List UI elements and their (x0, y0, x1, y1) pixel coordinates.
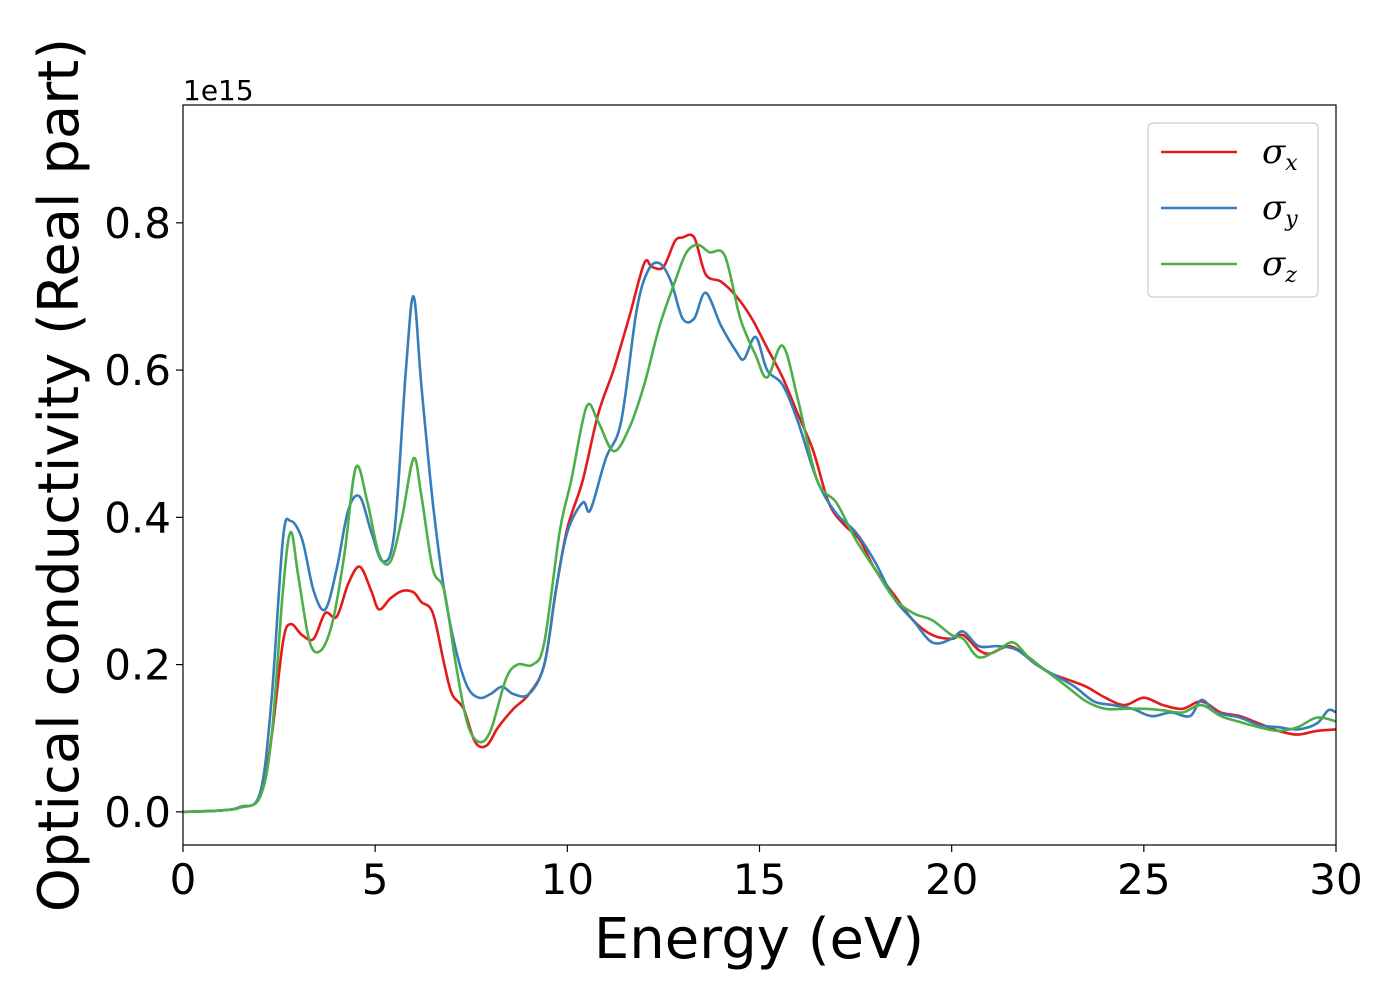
legend-box (1147, 122, 1319, 298)
series-line-sigma-z (182, 243, 1337, 814)
y-offset-label: 1e15 (183, 74, 254, 107)
y-tick-label: 0.8 (104, 199, 171, 248)
y-axis-ticks: 0.0 0.2 0.4 0.6 0.8 (104, 199, 183, 837)
y-tick-label: 0.6 (104, 346, 171, 395)
legend: σx σy σz (1147, 122, 1319, 298)
legend-label-sigma-x: σx (1262, 132, 1298, 176)
legend-label-sigma-y: σy (1262, 188, 1298, 232)
x-tick-label: 0 (170, 855, 197, 904)
series-layer (182, 233, 1337, 814)
legend-label-sigma-z: σz (1262, 244, 1297, 288)
x-tick-label: 10 (541, 855, 594, 904)
series-line-sigma-x (182, 233, 1337, 814)
y-axis-title: Optical conductivity (Real part) (27, 38, 92, 912)
plot-background (183, 105, 1336, 845)
x-tick-label: 15 (733, 855, 786, 904)
x-tick-label: 30 (1309, 855, 1362, 904)
series-line-sigma-y (182, 261, 1337, 814)
x-tick-label: 20 (925, 855, 978, 904)
x-axis-ticks: 0 5 10 15 20 25 30 (170, 845, 1363, 904)
y-tick-label: 0.2 (104, 641, 171, 690)
x-tick-label: 25 (1117, 855, 1170, 904)
y-tick-label: 0.0 (104, 788, 171, 837)
x-tick-label: 5 (362, 855, 389, 904)
y-tick-label: 0.4 (104, 493, 171, 542)
x-axis-title: Energy (eV) (594, 907, 924, 972)
